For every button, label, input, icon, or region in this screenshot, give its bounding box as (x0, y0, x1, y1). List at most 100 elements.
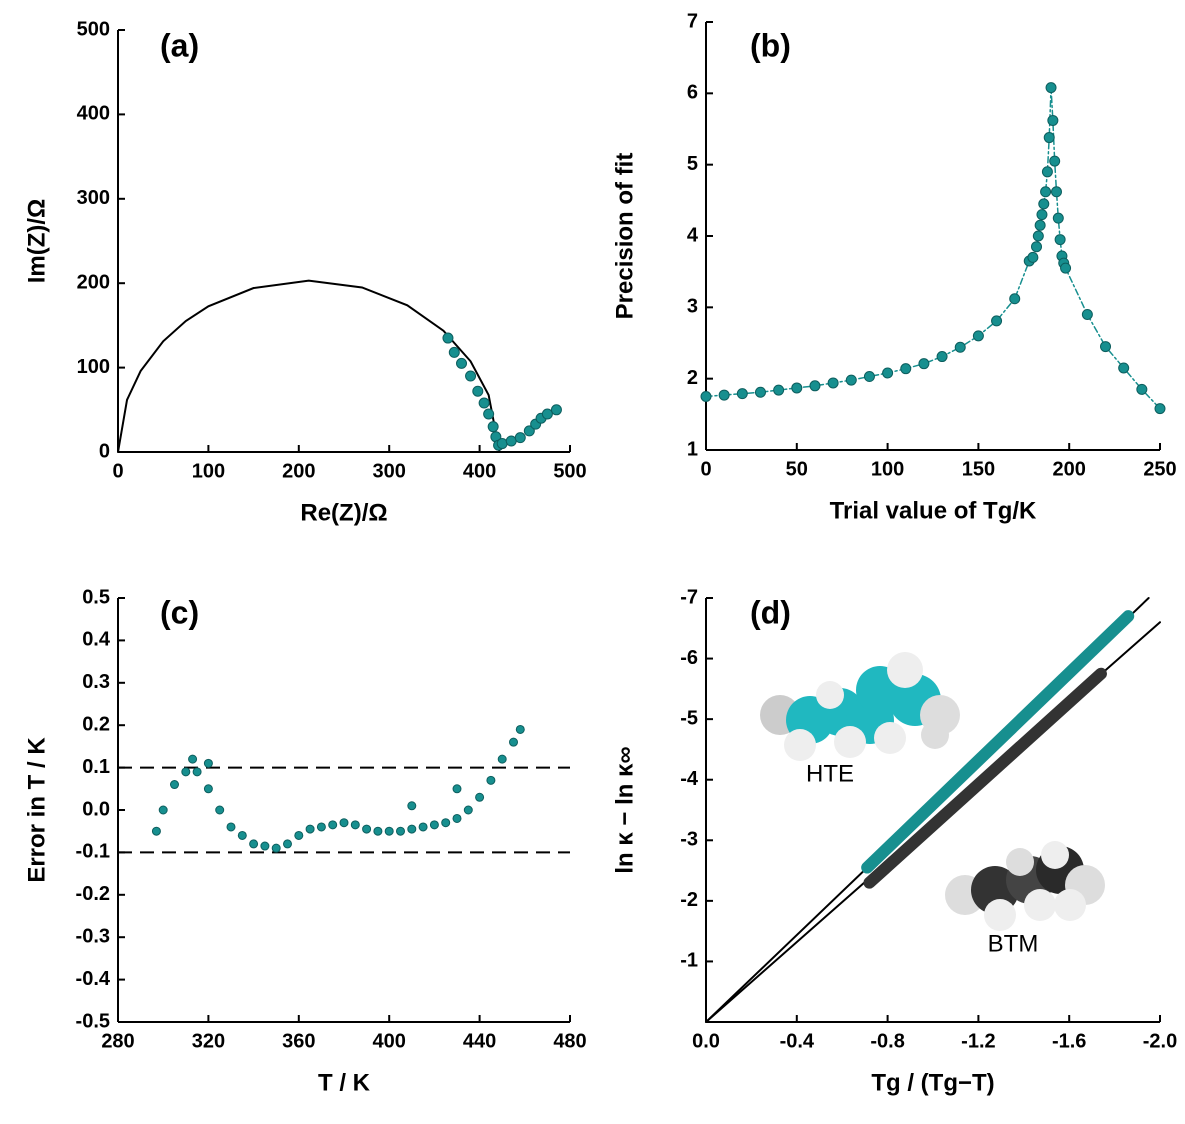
data-point (1155, 404, 1165, 414)
data-point (473, 386, 483, 396)
annotation: BTM (988, 930, 1039, 957)
data-point (1032, 242, 1042, 252)
data-point (701, 392, 711, 402)
x-tick-label: 300 (373, 460, 406, 482)
y-tick-label: -5 (680, 707, 698, 729)
y-tick-label: -0.1 (76, 841, 110, 863)
figure: 01002003004005000100200300400500Re(Z)/ΩI… (0, 0, 1185, 1119)
y-tick-label: 3 (687, 296, 698, 318)
y-tick-label: 0.4 (82, 629, 111, 651)
data-point (453, 814, 461, 822)
data-point (955, 342, 965, 352)
data-point (250, 840, 258, 848)
data-point (792, 383, 802, 393)
x-tick-label: -2.0 (1143, 1030, 1177, 1052)
data-line (706, 88, 1160, 409)
data-point (317, 823, 325, 831)
y-tick-label: 0 (99, 440, 110, 462)
y-tick-label: 100 (77, 356, 110, 378)
y-tick-label: 0.3 (82, 671, 110, 693)
data-point (238, 831, 246, 839)
x-tick-label: 400 (463, 460, 496, 482)
x-tick-label: -0.4 (780, 1030, 815, 1052)
x-tick-label: 200 (1053, 458, 1086, 480)
data-point (479, 398, 489, 408)
data-point (937, 352, 947, 362)
y-tick-label: -2 (680, 889, 698, 911)
data-point (204, 785, 212, 793)
x-tick-label: 360 (282, 1030, 315, 1052)
x-tick-label: 280 (101, 1030, 134, 1052)
data-point (737, 389, 747, 399)
y-tick-label: 400 (77, 103, 110, 125)
data-point (453, 785, 461, 793)
y-tick-label: 5 (687, 153, 698, 175)
data-point (193, 768, 201, 776)
y-tick-label: 4 (687, 224, 699, 246)
data-point (515, 433, 525, 443)
data-point (516, 725, 524, 733)
data-point (1010, 294, 1020, 304)
data-point (1046, 83, 1056, 93)
data-point (306, 825, 314, 833)
data-point (189, 755, 197, 763)
y-tick-label: 0.2 (82, 713, 110, 735)
y-tick-label: 0.5 (82, 586, 110, 608)
x-tick-label: 400 (373, 1030, 406, 1052)
annotation: HTE (806, 760, 854, 787)
y-tick-label: -0.5 (76, 1010, 110, 1032)
panel-label: (b) (750, 27, 791, 63)
data-point (1050, 156, 1060, 166)
y-tick-label: -0.4 (76, 968, 111, 990)
x-tick-label: -1.6 (1052, 1030, 1086, 1052)
y-axis-label: Error in T / K (23, 737, 50, 883)
y-tick-label: -6 (680, 647, 698, 669)
data-point (295, 831, 303, 839)
y-tick-label: -1 (680, 950, 698, 972)
x-axis-label: T / K (318, 1069, 371, 1096)
data-point (919, 359, 929, 369)
data-point (1053, 213, 1063, 223)
data-point (973, 331, 983, 341)
y-tick-label: 1 (687, 438, 698, 460)
data-point (397, 827, 405, 835)
x-tick-label: 500 (553, 460, 586, 482)
x-tick-label: -1.2 (961, 1030, 995, 1052)
y-tick-label: 6 (687, 82, 698, 104)
x-tick-label: 440 (463, 1030, 496, 1052)
y-tick-label: 7 (687, 10, 698, 32)
x-axis-label: Trial value of Tg/K (830, 497, 1037, 524)
data-point (774, 385, 784, 395)
y-axis-label: ln κ − ln κ∞ (611, 746, 638, 873)
data-point (351, 821, 359, 829)
data-point (883, 368, 893, 378)
data-point (182, 768, 190, 776)
data-point (1101, 342, 1111, 352)
hte-molecule (760, 652, 960, 761)
y-axis-label: Im(Z)/Ω (23, 199, 50, 284)
data-point (1137, 384, 1147, 394)
data-point (216, 806, 224, 814)
data-point (457, 358, 467, 368)
y-tick-label: -0.2 (76, 883, 110, 905)
data-point (464, 806, 472, 814)
data-point (1044, 133, 1054, 143)
data-point (1035, 220, 1045, 230)
data-point (828, 378, 838, 388)
data-point (284, 840, 292, 848)
x-tick-label: 100 (871, 458, 904, 480)
data-point (810, 381, 820, 391)
data-point (846, 375, 856, 385)
data-point (476, 793, 484, 801)
data-point (755, 387, 765, 397)
x-tick-label: 480 (553, 1030, 586, 1052)
data-point (542, 409, 552, 419)
data-point (510, 738, 518, 746)
x-tick-label: 0.0 (692, 1030, 720, 1052)
panel-label: (d) (750, 594, 791, 630)
panel-label: (a) (160, 27, 199, 63)
x-tick-label: 0 (700, 458, 711, 480)
data-point (171, 781, 179, 789)
data-point (449, 347, 459, 357)
data-point (442, 819, 450, 827)
